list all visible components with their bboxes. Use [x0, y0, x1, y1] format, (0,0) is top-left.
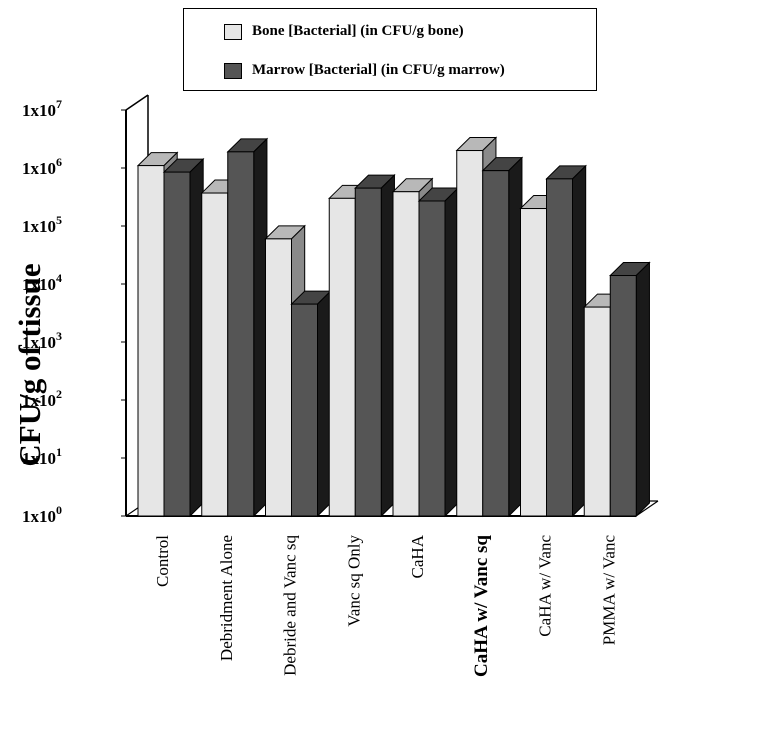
legend-swatch-bone [224, 23, 242, 40]
bar-front-face [227, 151, 255, 517]
y-tick-base: 1x10 [22, 391, 56, 410]
y-tick-base: 1x10 [22, 159, 56, 178]
y-tick-base: 1x10 [22, 275, 56, 294]
y-tick-base: 1x10 [22, 333, 56, 352]
y-tick-label: 1x100 [22, 503, 62, 526]
bar-side-face [572, 164, 587, 518]
x-tick-label: Vanc sq Only [344, 535, 363, 627]
y-tick-base: 1x10 [22, 217, 56, 236]
x-tick-label: Debride and Vanc sq [281, 535, 300, 676]
x-tick-label: CaHA w/ Vanc sq [471, 535, 492, 677]
legend-label-marrow: Marrow [Bacterial] (in CFU/g marrow) [252, 62, 505, 78]
y-tick-exponent: 6 [56, 155, 62, 169]
x-tick-label: CaHA w/ Vanc [536, 535, 555, 637]
y-tick-exponent: 0 [56, 503, 62, 517]
bar-side-face [444, 186, 459, 518]
bar-front-face [201, 192, 229, 517]
y-tick-exponent: 2 [56, 387, 62, 401]
y-tick-base: 1x10 [22, 507, 56, 526]
bar-marrow [162, 157, 205, 518]
legend: Bone [Bacterial] (in CFU/g bone) Marrow … [183, 8, 597, 91]
bar-front-face [291, 303, 318, 517]
bar-front-face [418, 200, 446, 517]
bar-front-face [328, 197, 356, 517]
x-tick-label: Debridment Alone [217, 535, 236, 661]
bar-front-face [354, 187, 382, 517]
x-tick-label: Control [153, 535, 172, 587]
bar-marrow [226, 137, 269, 518]
bar-marrow [354, 173, 396, 518]
x-tick-label: CaHA [408, 534, 427, 578]
x-tick-label: PMMA w/ Vanc [599, 535, 618, 646]
y-tick-exponent: 1 [56, 445, 62, 459]
y-tick-label: 1x101 [22, 445, 62, 468]
bar-front-face [583, 306, 611, 517]
bar-front-face [482, 170, 510, 517]
y-tick-base: 1x10 [22, 101, 56, 120]
bar-side-face [317, 289, 332, 518]
y-tick-label: 1x105 [22, 213, 62, 236]
legend-swatch-marrow [224, 62, 242, 79]
legend-item-bone: Bone [Bacterial] (in CFU/g bone) [224, 23, 464, 40]
y-tick-label: 1x102 [22, 387, 62, 410]
bar-side-face [253, 137, 268, 518]
y-tick-label: 1x107 [22, 97, 62, 120]
y-tick-exponent: 3 [56, 329, 62, 343]
wall-top-edge [125, 94, 149, 111]
y-tick-label: 1x106 [22, 155, 62, 178]
bar-marrow [609, 261, 651, 518]
bar-front-face [609, 275, 637, 517]
bar-side-face [189, 157, 204, 518]
bar-front-face [546, 178, 573, 517]
bar-side-face [380, 173, 395, 518]
bar-marrow [417, 186, 460, 518]
y-tick-label: 1x103 [22, 329, 62, 352]
bar-marrow [481, 156, 524, 518]
y-tick-exponent: 5 [56, 213, 62, 227]
y-axis-title: CFU/g of tissue [12, 263, 47, 467]
legend-item-marrow: Marrow [Bacterial] (in CFU/g marrow) [224, 62, 505, 79]
bar-side-face [508, 156, 523, 518]
bar-front-face [520, 208, 547, 517]
bar-side-face [635, 261, 650, 518]
bar-front-face [456, 150, 484, 517]
bar-front-face [163, 171, 191, 517]
legend-label-bone: Bone [Bacterial] (in CFU/g bone) [252, 23, 464, 39]
bar-front-face [137, 165, 165, 517]
y-tick-exponent: 4 [56, 271, 62, 285]
bar-front-face [392, 191, 420, 517]
floor-right-edge [635, 500, 659, 517]
bar-front-face [265, 238, 292, 517]
bar-marrow [290, 289, 332, 518]
y-tick-label: 1x104 [22, 271, 62, 294]
bar-marrow [545, 164, 587, 518]
y-tick-exponent: 7 [56, 97, 62, 111]
y-tick-base: 1x10 [22, 449, 56, 468]
